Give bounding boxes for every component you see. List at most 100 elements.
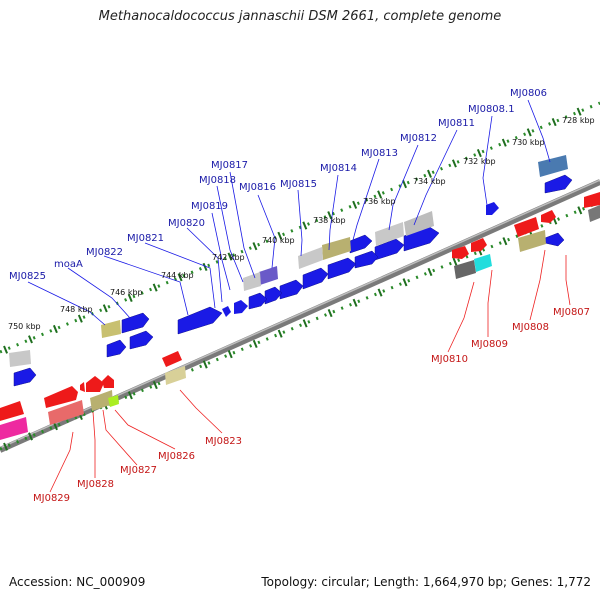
tick-mark [252,242,258,251]
tick-mark [352,298,358,307]
tick-mark [576,107,582,116]
gene-forward-arrow[interactable] [354,250,379,269]
tick-mark [502,237,508,246]
feature-olive[interactable] [101,320,121,338]
tick-mark [127,391,133,400]
gene-reverse-arrow[interactable] [80,382,85,392]
gene-label-mj0809[interactable]: MJ0809 [471,339,508,350]
feature-gray[interactable] [9,350,31,367]
gene-reverse-arrow[interactable] [541,210,556,223]
gene-label-mj0813[interactable]: MJ0813 [361,148,398,159]
gene-label-mj0826[interactable]: MJ0826 [158,451,195,462]
kbp-label: 732 kbp [463,157,496,166]
gene-label-mj0828[interactable]: MJ0828 [77,479,114,490]
feature-gray[interactable] [298,247,323,269]
gene-label-mj0808[interactable]: MJ0808 [512,322,549,333]
gene-reverse-arrow[interactable] [86,376,104,392]
feature-gray[interactable] [243,272,261,291]
leader-mj0807 [565,255,571,306]
gene-forward-arrow[interactable] [302,267,329,290]
gene-label-mj0811[interactable]: MJ0811 [438,118,475,129]
tick-mark [53,422,58,431]
tick-mark [452,257,458,266]
gene-reverse-arrow[interactable] [452,246,469,259]
feature-gray[interactable] [375,222,404,246]
gene-reverse-arrow[interactable] [514,217,539,237]
gene-forward-arrow[interactable] [13,367,37,387]
tick-mark [402,180,408,189]
gene-label-mj0829[interactable]: MJ0829 [33,493,70,504]
feature-gray[interactable] [404,211,434,236]
feature-olive[interactable] [518,230,546,252]
feature-dark-gray[interactable] [454,260,476,279]
leader-mj0823 [179,389,223,434]
feature-gray[interactable] [588,205,600,222]
gene-forward-arrow[interactable] [486,202,499,215]
gene-forward-arrow[interactable] [327,257,357,280]
tick-mark [352,200,358,209]
leader-mj0825 [27,281,106,326]
feature-steel[interactable] [538,155,568,177]
gene-forward-arrow[interactable] [129,330,154,350]
kbp-label: 730 kbp [512,138,545,147]
gene-forward-arrow[interactable] [544,174,573,194]
leader-mj0822 [103,255,189,316]
gene-label-mj0819[interactable]: MJ0819 [191,201,228,212]
gene-forward-arrow[interactable] [279,279,304,300]
gene-forward-arrow[interactable] [234,300,248,314]
gene-reverse-arrow[interactable] [102,375,114,388]
feature-purple[interactable] [259,266,278,285]
leader-mj0819 [211,212,231,291]
feature-olive[interactable] [165,366,186,385]
feature-olive[interactable] [90,390,113,411]
gene-label-mj0823[interactable]: MJ0823 [205,436,242,447]
leader-mj0828 [92,411,96,478]
gene-forward-arrow[interactable] [106,339,127,358]
tick-mark [127,293,133,303]
tick-mark [202,262,208,271]
gene-forward-arrow[interactable] [248,292,268,310]
gene-label-mj0827[interactable]: MJ0827 [120,465,157,476]
kbp-label: 738 kbp [313,216,346,225]
gene-label-mj0814[interactable]: MJ0814 [320,163,357,174]
gene-reverse-arrow[interactable] [584,192,600,208]
gene-reverse-arrow[interactable] [44,386,78,408]
feature-salmon[interactable] [48,400,84,425]
gene-label-mj0822[interactable]: MJ0822 [86,247,123,258]
gene-forward-arrow[interactable] [544,232,565,247]
tick-mark [501,138,507,147]
leader-mj0829 [49,431,74,493]
gene-label-mj0818[interactable]: MJ0818 [199,175,236,186]
feature-lime[interactable] [108,395,119,407]
gene-forward-arrow[interactable] [177,306,223,335]
reverse-gene-labels: MJ0807 MJ0808 MJ0809 MJ0810 MJ0823 MJ082… [33,307,590,504]
gene-label-mj0825[interactable]: MJ0825 [9,271,46,282]
gene-reverse-arrow[interactable] [471,238,487,252]
feature-olive[interactable] [322,237,351,260]
tick-mark [526,128,532,137]
gene-label-mj0807[interactable]: MJ0807 [553,307,590,318]
leader-mj0808 [529,249,546,321]
gene-label-mj0820[interactable]: MJ0820 [168,218,205,229]
feature-cyan[interactable] [474,254,492,272]
gene-forward-arrow[interactable] [264,286,283,305]
gene-label-mj0812[interactable]: MJ0812 [400,133,437,144]
tick-mark [476,148,482,158]
gene-label-mj0821[interactable]: MJ0821 [127,233,164,244]
gene-label-mj0815[interactable]: MJ0815 [280,179,317,190]
gene-label-moaA[interactable]: moaA [54,259,83,270]
gene-forward-arrow[interactable] [121,312,150,334]
tick-mark [28,432,33,441]
forward-track-dotted [0,101,600,354]
gene-reverse-arrow[interactable] [162,351,182,367]
gene-label-mj0808-1[interactable]: MJ0808.1 [468,104,515,115]
feature-magenta[interactable] [0,417,28,440]
gene-label-mj0810[interactable]: MJ0810 [431,354,468,365]
gene-reverse-arrow[interactable] [0,401,24,421]
gene-label-mj0806[interactable]: MJ0806 [510,88,547,99]
accession-text: Accession: NC_000909 [9,575,146,589]
gene-label-mj0817[interactable]: MJ0817 [211,160,248,171]
gene-forward-arrow[interactable] [222,306,231,317]
gene-label-mj0816[interactable]: MJ0816 [239,182,276,193]
